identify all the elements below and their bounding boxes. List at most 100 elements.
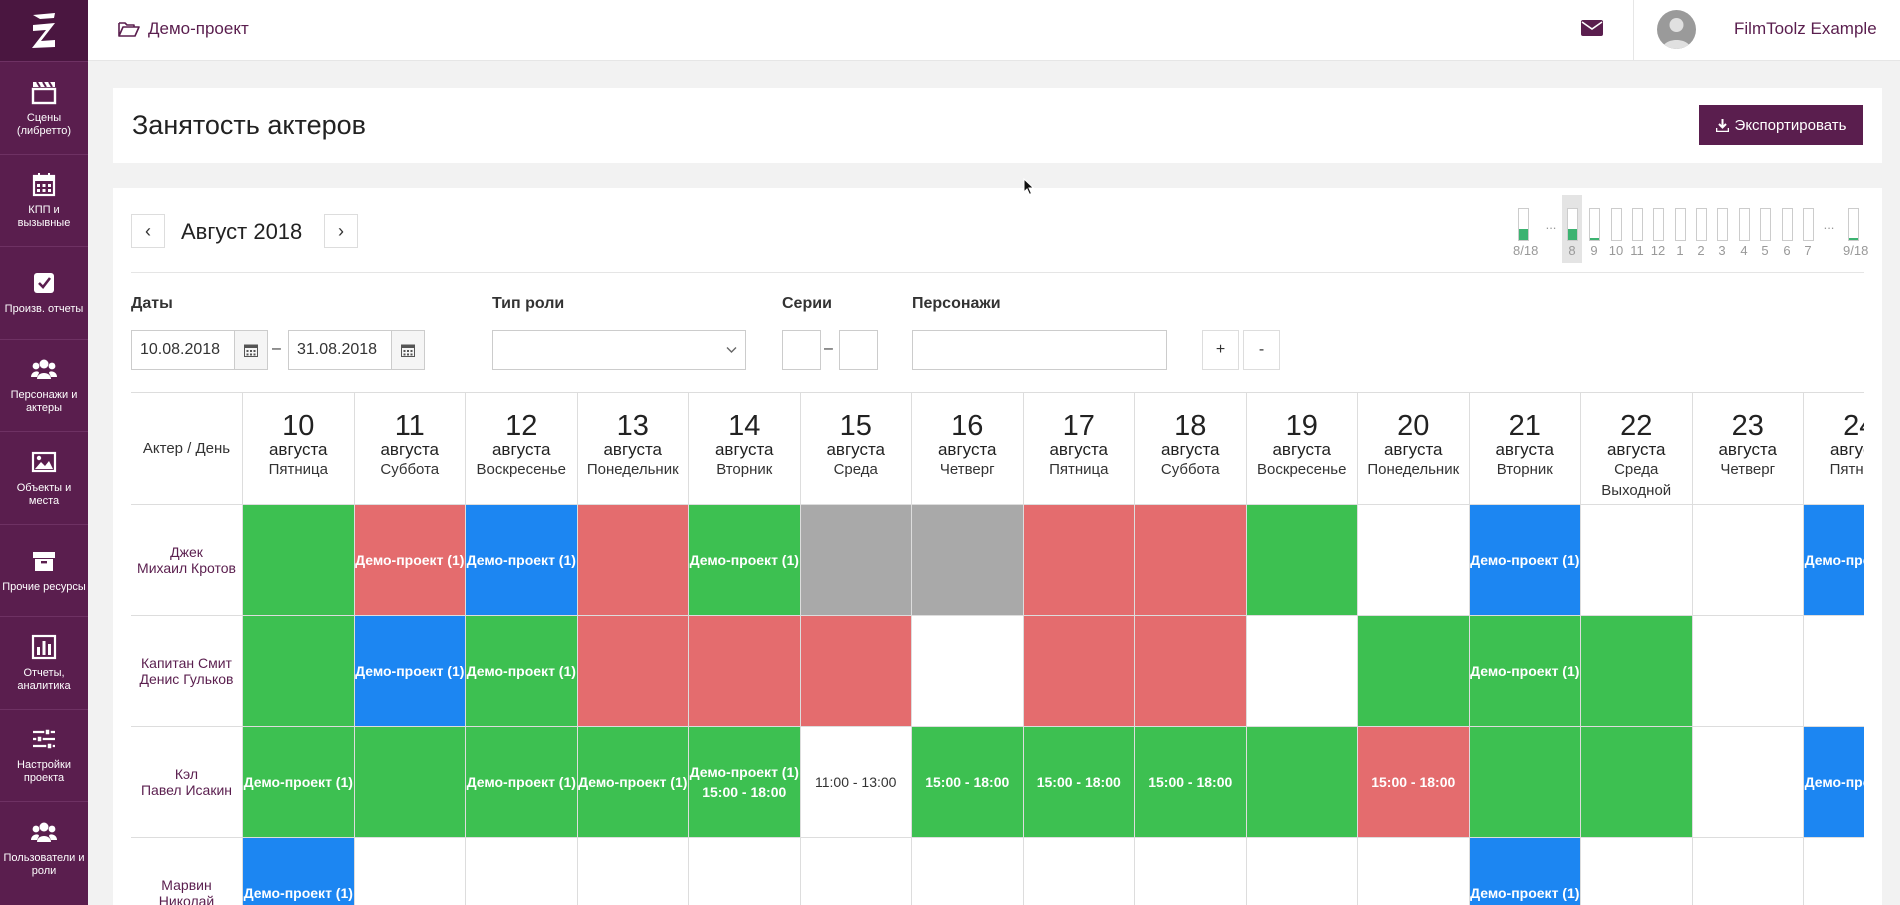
schedule-cell[interactable] — [1023, 616, 1135, 727]
characters-input[interactable] — [912, 330, 1167, 370]
schedule-cell[interactable] — [1469, 727, 1581, 838]
actor-row-label[interactable]: Капитан Смит Денис Гульков — [131, 616, 243, 727]
date-to-input[interactable]: 31.08.2018 — [288, 330, 392, 370]
schedule-cell[interactable] — [1692, 727, 1804, 838]
schedule-cell[interactable] — [1692, 838, 1804, 905]
sidebar-item-2[interactable]: КПП и вызывные — [0, 153, 88, 247]
day-weekday: Воскресенье — [1257, 461, 1347, 478]
schedule-cell[interactable] — [1135, 505, 1247, 616]
sidebar-item-3[interactable]: Произв. отчеты — [0, 246, 88, 339]
day-month: августа — [380, 440, 440, 459]
schedule-cell[interactable] — [1581, 616, 1693, 727]
schedule-cell[interactable]: Демо-проект (1) — [1469, 838, 1581, 905]
actor-row-label[interactable]: Марвин Николай — [131, 838, 243, 905]
schedule-cell[interactable] — [243, 505, 355, 616]
schedule-cell[interactable] — [466, 838, 578, 905]
schedule-cell[interactable] — [577, 838, 689, 905]
schedule-cell[interactable] — [1246, 505, 1358, 616]
schedule-cell[interactable]: Демо-проект (1) — [243, 727, 355, 838]
schedule-cell[interactable] — [1804, 838, 1864, 905]
schedule-cell[interactable]: Демо-проект (1) — [1804, 505, 1864, 616]
schedule-cell[interactable] — [577, 505, 689, 616]
cell-time: 15:00 - 18:00 — [925, 774, 1010, 790]
export-button[interactable]: Экспортировать — [1699, 105, 1863, 145]
prev-month-button[interactable]: ‹ — [131, 214, 165, 248]
schedule-cell[interactable]: 15:00 - 18:00 — [1023, 727, 1135, 838]
sidebar-item-9[interactable]: Пользователи и роли — [0, 801, 88, 894]
sidebar-item-1[interactable]: Сцены (либретто) — [0, 61, 88, 154]
role-type-select[interactable] — [492, 330, 746, 370]
series-from-input[interactable] — [782, 330, 821, 370]
sidebar-item-8[interactable]: Настройки проекта — [0, 708, 88, 802]
date-to-calendar-button[interactable] — [391, 330, 425, 370]
schedule-cell[interactable]: Демо-проект (1) — [1469, 505, 1581, 616]
schedule-cell[interactable]: Демо-проект (1) — [577, 727, 689, 838]
user-avatar[interactable] — [1657, 10, 1696, 49]
series-to-input[interactable] — [839, 330, 878, 370]
mini-nav-month[interactable]: 8 — [1562, 195, 1582, 263]
schedule-cell[interactable] — [800, 505, 912, 616]
schedule-cell[interactable] — [243, 616, 355, 727]
add-character-button[interactable]: + — [1202, 330, 1239, 370]
schedule-cell[interactable]: 15:00 - 18:00 — [1358, 727, 1470, 838]
day-month: августа — [714, 440, 774, 459]
schedule-cell[interactable]: Демо-проект (1) 15:00 - 18:00 — [689, 727, 801, 838]
schedule-cell[interactable] — [1581, 505, 1693, 616]
schedule-cell[interactable] — [1581, 838, 1693, 905]
sidebar-item-5[interactable]: Объекты и места — [0, 431, 88, 524]
sidebar-item-6[interactable]: Прочие ресурсы — [0, 523, 88, 617]
schedule-cell[interactable] — [577, 616, 689, 727]
project-breadcrumb[interactable]: Демо-проект — [118, 19, 249, 39]
schedule-cell[interactable] — [912, 838, 1024, 905]
schedule-cell[interactable] — [1246, 838, 1358, 905]
schedule-cell[interactable]: 11:00 - 13:00 — [800, 727, 912, 838]
next-month-button[interactable]: › — [324, 214, 358, 248]
schedule-cell[interactable] — [1692, 616, 1804, 727]
schedule-cell[interactable] — [800, 616, 912, 727]
schedule-cell[interactable]: Демо-проект (1) — [466, 505, 578, 616]
schedule-cell[interactable]: Демо-проект (1) — [354, 616, 466, 727]
actor-row-label[interactable]: Джек Михаил Кротов — [131, 505, 243, 616]
schedule-cell[interactable]: Демо-проект (1) — [689, 505, 801, 616]
schedule-cell[interactable] — [689, 616, 801, 727]
schedule-cell[interactable] — [1246, 616, 1358, 727]
schedule-cell[interactable] — [1246, 727, 1358, 838]
sidebar-item-4[interactable]: Персонажи и актеры — [0, 338, 88, 432]
schedule-cell[interactable] — [1358, 616, 1470, 727]
schedule-cell[interactable] — [1135, 838, 1247, 905]
app-logo[interactable] — [0, 0, 88, 61]
schedule-cell[interactable] — [912, 505, 1024, 616]
schedule-cell[interactable] — [354, 838, 466, 905]
date-from-calendar-button[interactable] — [234, 330, 268, 370]
schedule-cell[interactable]: 15:00 - 18:00 — [1135, 727, 1247, 838]
schedule-cell[interactable] — [1692, 505, 1804, 616]
schedule-cell[interactable] — [689, 838, 801, 905]
remove-character-button[interactable]: - — [1243, 330, 1280, 370]
user-name[interactable]: FilmToolz Example — [1734, 19, 1877, 38]
schedule-cell[interactable] — [354, 727, 466, 838]
schedule-cell[interactable] — [1023, 505, 1135, 616]
schedule-cell[interactable] — [1804, 616, 1864, 727]
schedule-cell[interactable] — [1358, 838, 1470, 905]
schedule-cell[interactable]: Демо-проект (1) — [1469, 616, 1581, 727]
messages-button[interactable] — [1581, 19, 1603, 42]
schedule-cell[interactable]: Демо-проект (1) — [1804, 727, 1864, 838]
schedule-cell[interactable]: 15:00 - 18:00 — [912, 727, 1024, 838]
schedule-cell[interactable]: Демо-проект (1) — [466, 616, 578, 727]
actor-row-label[interactable]: Кэл Павел Исакин — [131, 727, 243, 838]
schedule-cell[interactable]: Демо-проект (1) — [466, 727, 578, 838]
schedule-cell[interactable] — [1581, 727, 1693, 838]
day-weekday: Суббота — [1160, 461, 1220, 478]
schedule-cell[interactable] — [1135, 616, 1247, 727]
schedule-cell[interactable] — [1023, 838, 1135, 905]
schedule-cell[interactable]: Демо-проект (1) — [243, 838, 355, 905]
sidebar-item-7[interactable]: Отчеты, аналитика — [0, 616, 88, 709]
sidebar-item-label: Пользователи и роли — [3, 851, 85, 877]
schedule-cell[interactable] — [1358, 505, 1470, 616]
sidebar-item-label: Сцены (либретто) — [16, 111, 72, 137]
schedule-cell[interactable] — [800, 838, 912, 905]
date-from-input[interactable]: 10.08.2018 — [131, 330, 235, 370]
bar-chart-icon — [31, 634, 57, 659]
schedule-cell[interactable] — [912, 616, 1024, 727]
schedule-cell[interactable]: Демо-проект (1) — [354, 505, 466, 616]
